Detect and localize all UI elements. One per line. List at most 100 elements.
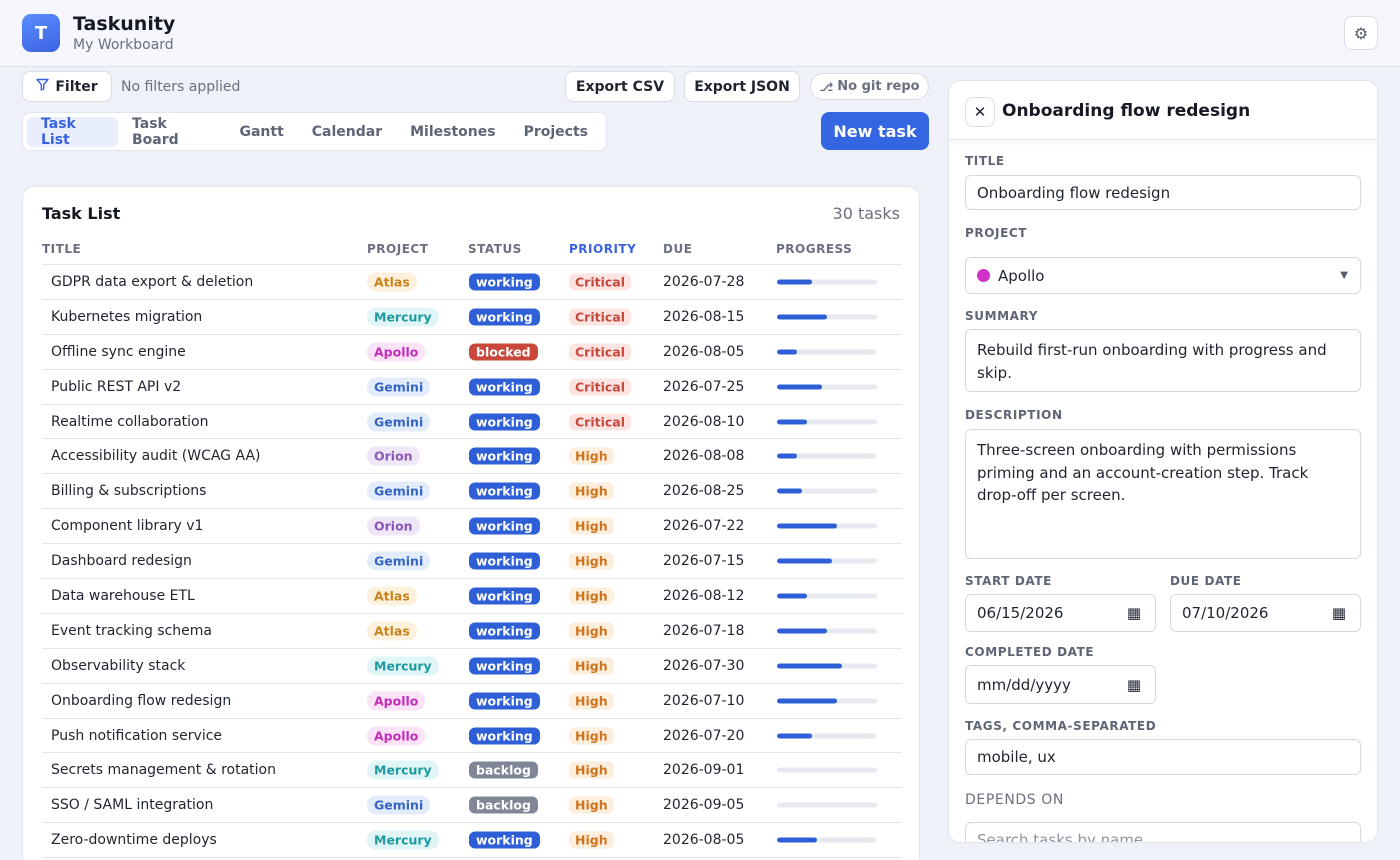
priority-badge: High [569,587,614,605]
column-header-progress[interactable]: PROGRESS [776,242,853,256]
settings-button[interactable]: ⚙ [1344,16,1378,50]
git-repo-label: No git repo [837,79,920,94]
progress-bar [777,802,877,808]
due-date-field[interactable]: 07/10/2026 ▦ [1170,594,1361,632]
git-repo-button[interactable]: ⎇ No git repo [810,73,929,100]
due-date: 2026-08-10 [663,413,745,430]
table-row[interactable]: GDPR data export & deletion Atlas working C… [42,265,902,300]
calendar-icon[interactable]: ▦ [1126,675,1141,694]
project-label: PROJECT [965,226,1028,240]
priority-badge: Critical [569,378,632,396]
due-date: 2026-08-15 [663,308,745,325]
chevron-down-icon: ▼ [1340,270,1348,281]
table-row[interactable]: Billing & subscriptions Gemini working High… [42,474,902,510]
export-json-button[interactable]: Export JSON [684,71,800,102]
task-count: 30 tasks [832,204,900,223]
tab-task-board[interactable]: Task Board [132,116,179,148]
tab-gantt[interactable]: Gantt [239,124,284,140]
table-row[interactable]: Public REST API v2 Gemini working Critical 2… [42,370,902,405]
git-branch-icon: ⎇ [819,79,834,94]
status-badge: working [469,482,540,500]
progress-bar-fill [777,628,827,634]
due-date: 2026-07-18 [663,622,745,639]
new-task-button[interactable]: New task [821,112,929,150]
completed-date-field[interactable]: mm/dd/yyyy ▦ [965,665,1156,704]
progress-bar-fill [777,384,822,390]
column-header-status[interactable]: STATUS [468,242,522,256]
project-badge: Gemini [367,412,431,431]
table-row[interactable]: Data warehouse ETL Atlas working High 2026-0… [42,579,902,614]
table-row[interactable]: Secrets management & rotation Mercury back… [42,753,902,789]
tab-projects[interactable]: Projects [523,124,588,140]
priority-badge: High [569,517,614,535]
tab-task-list[interactable]: Task List [27,116,118,148]
column-header-title[interactable]: TITLE [42,242,82,256]
column-header-priority[interactable]: PRIORITY [569,242,637,256]
project-badge: Mercury [367,307,439,327]
close-icon: ✕ [973,103,987,121]
progress-bar-fill [777,349,797,355]
tags-field[interactable]: mobile, ux [965,739,1361,775]
table-row[interactable]: Realtime collaboration Gemini working Criti… [42,405,902,440]
close-button[interactable]: ✕ [965,97,995,127]
panel-header: ✕ Onboarding flow redesign [949,81,1377,140]
status-badge: working [469,273,540,291]
progress-bar [777,837,877,843]
status-badge: working [469,413,540,430]
summary-label: SUMMARY [965,309,1039,323]
due-date: 2026-08-12 [663,587,745,604]
project-badge: Orion [367,446,420,466]
task-detail-panel: ✕ Onboarding flow redesign TITLE Onboard… [948,80,1378,843]
tab-milestones[interactable]: Milestones [410,124,496,140]
table-row[interactable]: Zero-downtime deploys Mercury working High 2… [42,823,902,859]
progress-bar [777,663,877,669]
table-row[interactable]: Accessibility audit (WCAG AA) Orion workin… [42,439,902,475]
calendar-icon[interactable]: ▦ [1331,604,1346,622]
depends-search-input[interactable]: Search tasks by name [965,822,1361,842]
filter-button[interactable]: Filter [22,71,112,102]
priority-badge: Critical [569,308,632,326]
progress-bar [777,453,877,459]
project-badge: Atlas [367,586,417,606]
table-row[interactable]: Dashboard redesign Gemini working High 2026-… [42,544,902,580]
export-csv-button[interactable]: Export CSV [565,71,675,102]
project-badge: Mercury [367,830,439,850]
table-row[interactable]: Observability stack Mercury working High 202… [42,649,902,684]
due-date: 2026-08-25 [663,483,745,500]
start-date-field[interactable]: 06/15/2026 ▦ [965,594,1156,632]
table-row[interactable]: Push notification service Apollo working Hi… [42,719,902,754]
table-header: TITLE PROJECT STATUS PRIORITY DUE PROGRE… [42,242,902,265]
due-date-value: 07/10/2026 [1182,604,1269,622]
table-row[interactable]: Kubernetes migration Mercury working Critic… [42,300,902,335]
due-date: 2026-07-10 [663,692,745,709]
summary-field[interactable]: Rebuild first-run onboarding with progre… [965,329,1361,392]
description-field[interactable]: Three-screen onboarding with permissions… [965,429,1361,559]
title-field[interactable]: Onboarding flow redesign [965,175,1361,210]
task-title: Data warehouse ETL [51,587,195,604]
table-row[interactable]: Onboarding flow redesign Apollo working Hig… [42,684,902,719]
app-name: Taskunity [73,13,176,35]
progress-bar [777,733,877,739]
due-date: 2026-08-05 [663,832,745,849]
status-badge: working [469,308,540,326]
table-row[interactable]: Offline sync engine Apollo blocked Critical… [42,335,902,370]
due-date: 2026-07-15 [663,553,745,570]
table-row[interactable]: SSO / SAML integration Gemini backlog High 2… [42,788,902,824]
table-row[interactable]: Component library v1 Orion working High 2026… [42,509,902,545]
column-header-due[interactable]: DUE [663,242,693,256]
priority-badge: High [569,622,614,640]
project-select[interactable]: Apollo ▼ [965,257,1361,294]
tab-calendar[interactable]: Calendar [311,124,383,140]
task-title: Push notification service [51,727,223,744]
gear-icon: ⚙ [1353,23,1369,43]
status-badge: working [469,692,540,710]
table-row[interactable]: Event tracking schema Atlas working High 202… [42,614,902,649]
project-badge: Apollo [367,691,426,711]
progress-bar-fill [777,523,837,529]
progress-bar [777,384,877,390]
due-date-label: DUE DATE [1170,574,1242,588]
column-header-project[interactable]: PROJECT [367,242,429,256]
calendar-icon[interactable]: ▦ [1126,604,1141,622]
progress-bar [777,698,877,704]
due-date: 2026-07-30 [663,657,745,674]
